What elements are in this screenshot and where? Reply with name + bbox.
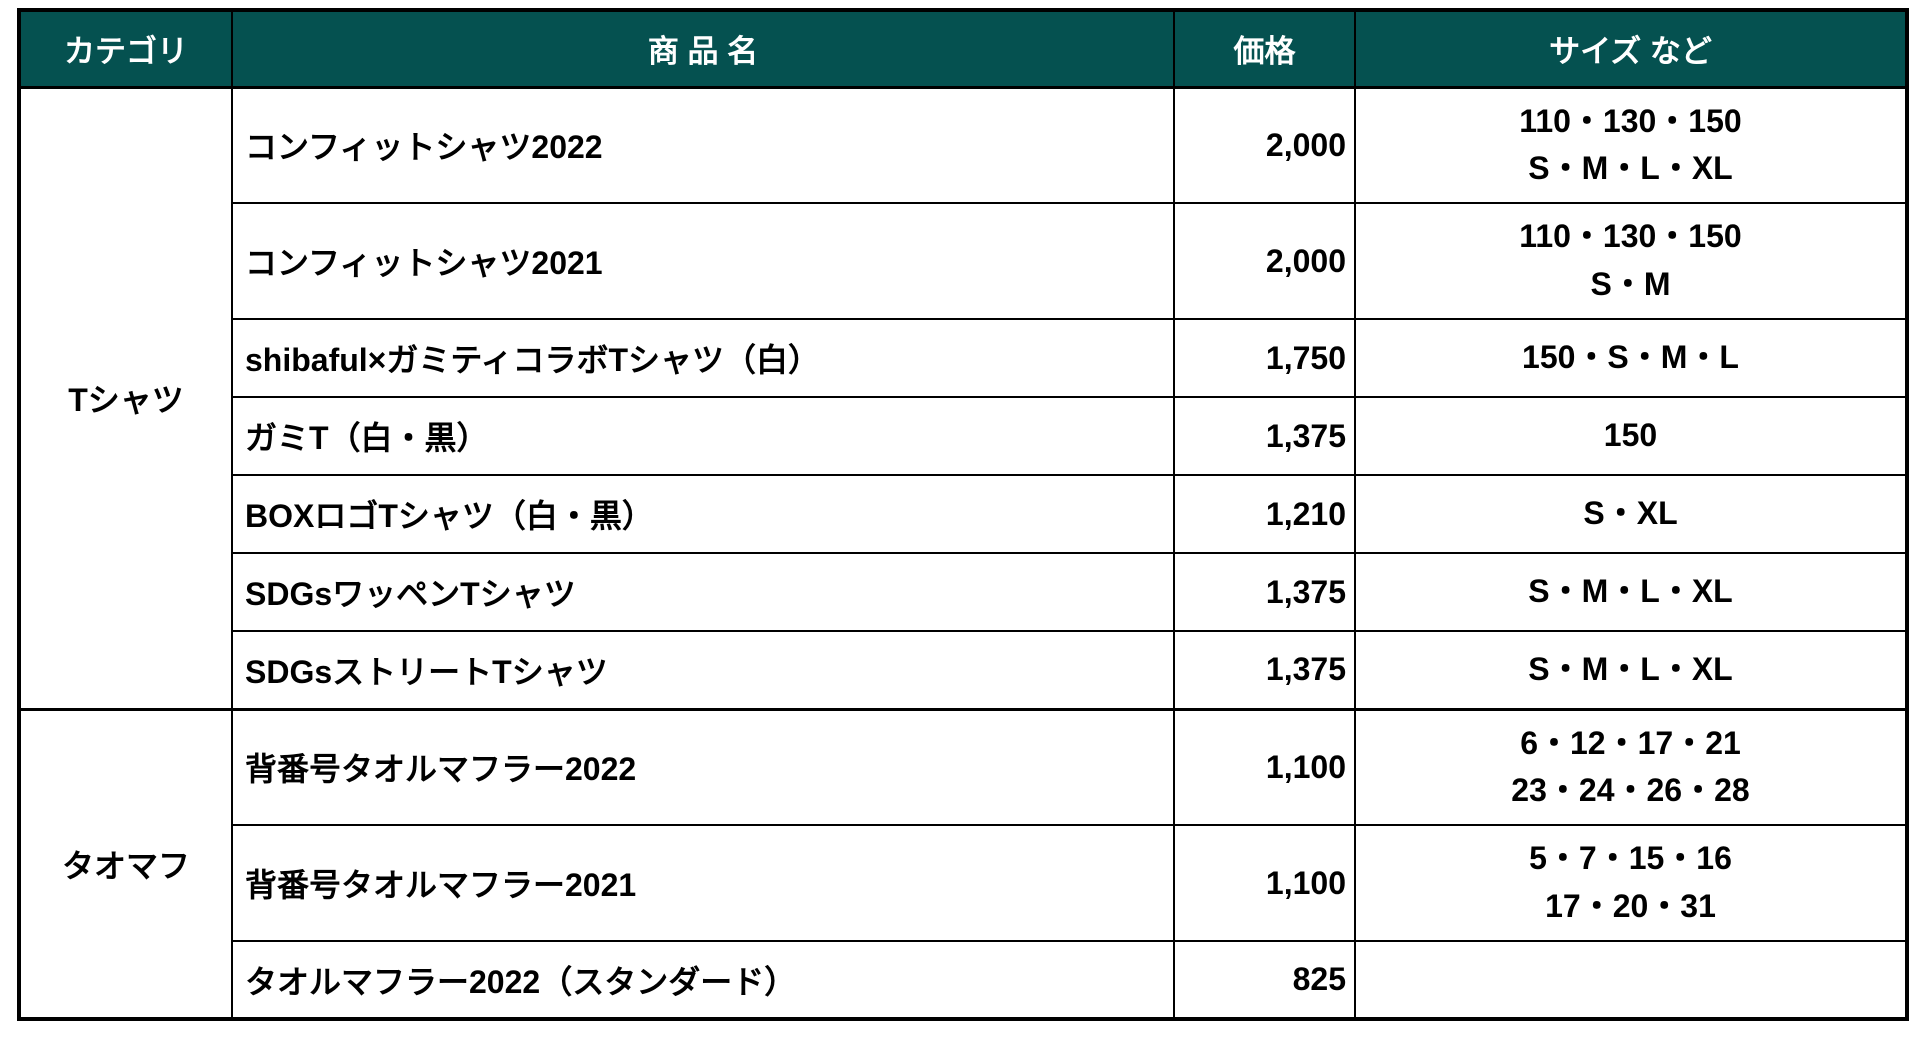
product-price-table: カテゴリ 商 品 名 価格 サイズ など Tシャツ コンフィットシャツ2022 … [17, 8, 1909, 1021]
table-row: SDGsワッペンTシャツ 1,375 S・M・L・XL [19, 552, 1908, 632]
price-value: 1,750 [1173, 318, 1356, 398]
size-cell: 150・S・M・L [1354, 318, 1908, 398]
page: カテゴリ 商 品 名 価格 サイズ など Tシャツ コンフィットシャツ2022 … [17, 8, 1909, 1021]
price-value: 1,100 [1173, 707, 1356, 826]
table-row: タオマフ 背番号タオルマフラー2022 1,100 6・12・17・21 23・… [18, 707, 1908, 1020]
price-value: 1,210 [1173, 474, 1356, 554]
table-row: タオルマフラー2022（スタンダード） 825 [19, 940, 1908, 1020]
size-cell: 110・130・150 S・M [1354, 202, 1908, 320]
size-cell: S・M・L・XL [1354, 630, 1908, 710]
table-row: Tシャツ コンフィットシャツ2022 2,000 110・130・150 S・M… [18, 86, 1908, 710]
product-name: タオルマフラー2022（スタンダード） [231, 940, 1175, 1020]
size-cell: 5・7・15・16 17・20・31 [1354, 824, 1908, 942]
product-name: 背番号タオルマフラー2022 [231, 707, 1175, 826]
category-cell-taomafu: タオマフ [18, 707, 233, 1020]
price-value: 2,000 [1173, 202, 1356, 320]
size-line: 150 [1603, 417, 1658, 454]
header-size: サイズ など [1354, 9, 1908, 89]
product-name: 背番号タオルマフラー2021 [231, 824, 1175, 942]
size-cell [1354, 940, 1908, 1020]
size-line: 23・24・26・28 [1511, 772, 1750, 809]
header-category: カテゴリ [18, 9, 233, 89]
table-row: コンフィットシャツ2021 2,000 110・130・150 S・M [19, 202, 1908, 320]
price-value: 2,000 [1173, 86, 1356, 204]
product-name: ガミT（白・黒） [231, 396, 1175, 476]
size-cell: S・XL [1354, 474, 1908, 554]
size-line: 5・7・15・16 [1529, 840, 1732, 877]
table-row: BOXロゴTシャツ（白・黒） 1,210 S・XL [19, 474, 1908, 554]
size-line: S・M・L・XL [1528, 573, 1733, 610]
size-cell: 110・130・150 S・M・L・XL [1354, 86, 1908, 204]
price-value: 1,100 [1173, 824, 1356, 942]
size-cell: S・M・L・XL [1354, 552, 1908, 632]
product-name: コンフィットシャツ2022 [231, 86, 1175, 204]
table-row: shibaful×ガミティコラボTシャツ（白） 1,750 150・S・M・L [19, 318, 1908, 398]
header-price: 価格 [1173, 9, 1356, 89]
table-row: SDGsストリートTシャツ 1,375 S・M・L・XL [19, 630, 1908, 710]
size-line: S・M [1590, 266, 1671, 302]
size-line: 17・20・31 [1545, 888, 1716, 924]
size-line: 110・130・150 [1519, 218, 1742, 255]
product-name: shibaful×ガミティコラボTシャツ（白） [231, 318, 1175, 398]
size-line: S・XL [1583, 495, 1678, 532]
price-value: 825 [1173, 940, 1356, 1020]
category-cell-tshirt: Tシャツ [18, 86, 233, 710]
size-line: 6・12・17・21 [1520, 724, 1741, 761]
price-value: 1,375 [1173, 396, 1356, 476]
size-cell: 150 [1354, 396, 1908, 476]
product-name: SDGsワッペンTシャツ [231, 552, 1175, 632]
product-name: BOXロゴTシャツ（白・黒） [231, 474, 1175, 554]
size-line: S・M・L・XL [1528, 650, 1733, 687]
price-value: 1,375 [1173, 552, 1356, 632]
size-line: 110・130・150 [1519, 102, 1742, 139]
price-value: 1,375 [1173, 630, 1356, 710]
size-cell: 6・12・17・21 23・24・26・28 [1354, 707, 1908, 826]
header-row: カテゴリ 商 品 名 価格 サイズ など [18, 9, 1908, 89]
table-row: 背番号タオルマフラー2021 1,100 5・7・15・16 17・20・31 [19, 824, 1908, 942]
product-name: SDGsストリートTシャツ [231, 630, 1175, 710]
size-line: S・M・L・XL [1528, 150, 1733, 187]
table-row: ガミT（白・黒） 1,375 150 [19, 396, 1908, 476]
product-name: コンフィットシャツ2021 [231, 202, 1175, 320]
size-line: 150・S・M・L [1522, 339, 1739, 376]
header-product-name: 商 品 名 [231, 9, 1175, 89]
